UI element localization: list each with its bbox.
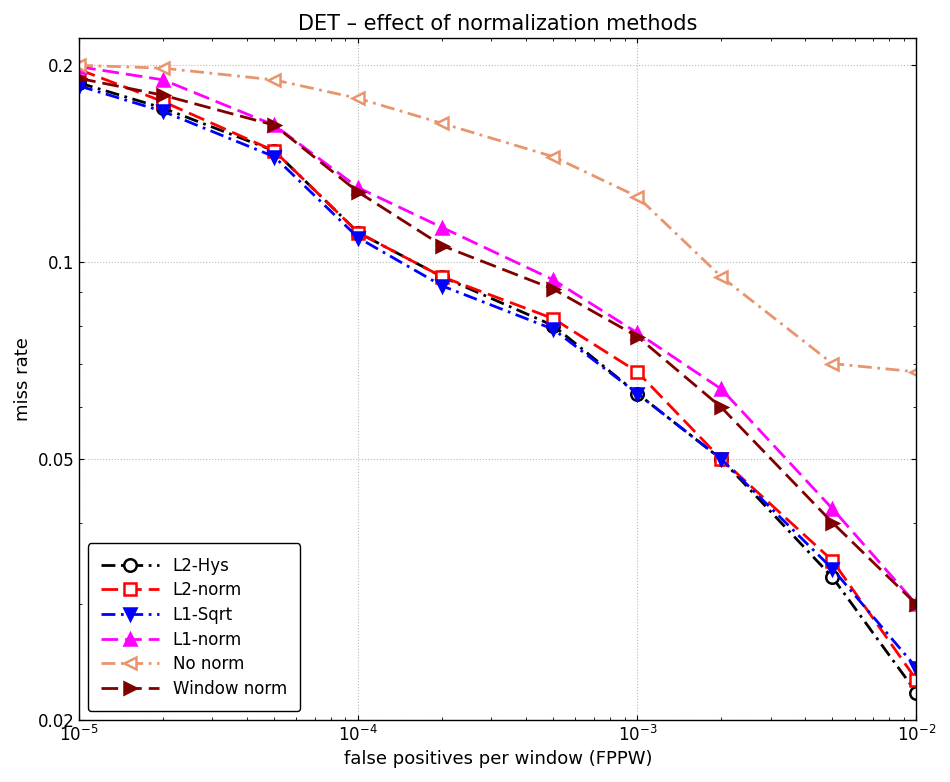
L2-norm <box>715 454 727 464</box>
Window norm <box>547 285 559 294</box>
L2-norm <box>73 65 85 74</box>
No norm <box>547 152 559 161</box>
L1-Sqrt <box>632 389 643 398</box>
L1-norm <box>269 120 280 130</box>
L2-norm <box>437 272 448 282</box>
L2-norm <box>158 97 169 106</box>
L1-Sqrt <box>715 454 727 464</box>
L1-norm <box>437 223 448 232</box>
L2-Hys <box>158 103 169 113</box>
L1-Sqrt <box>158 107 169 117</box>
Line: L1-Sqrt: L1-Sqrt <box>73 80 922 674</box>
L2-Hys <box>547 321 559 330</box>
Window norm <box>911 600 922 609</box>
L1-norm <box>158 75 169 84</box>
L2-Hys <box>437 272 448 282</box>
Legend: L2-Hys, L2-norm, L1-Sqrt, L1-norm, No norm, Window norm: L2-Hys, L2-norm, L1-Sqrt, L1-norm, No no… <box>87 543 300 712</box>
No norm <box>826 359 838 368</box>
No norm <box>158 63 169 73</box>
L2-Hys <box>632 389 643 398</box>
L2-norm <box>826 556 838 565</box>
L2-Hys <box>826 572 838 582</box>
No norm <box>632 192 643 201</box>
Window norm <box>158 91 169 100</box>
Window norm <box>352 188 364 197</box>
L2-norm <box>547 314 559 323</box>
No norm <box>269 75 280 84</box>
Window norm <box>826 518 838 527</box>
Window norm <box>632 332 643 341</box>
Window norm <box>437 241 448 250</box>
L2-Hys <box>73 78 85 88</box>
No norm <box>715 272 727 282</box>
L1-Sqrt <box>826 564 838 573</box>
L1-Sqrt <box>547 325 559 334</box>
Window norm <box>715 403 727 412</box>
L2-Hys <box>911 688 922 698</box>
No norm <box>437 119 448 128</box>
L2-norm <box>911 675 922 684</box>
Line: L2-Hys: L2-Hys <box>73 77 922 699</box>
L2-norm <box>352 228 364 237</box>
Line: No norm: No norm <box>73 59 922 378</box>
No norm <box>352 94 364 103</box>
L2-Hys <box>352 228 364 237</box>
L1-norm <box>547 275 559 285</box>
Y-axis label: miss rate: miss rate <box>14 337 32 421</box>
Line: L2-norm: L2-norm <box>73 63 922 686</box>
L1-norm <box>632 328 643 338</box>
L1-norm <box>352 183 364 192</box>
L2-Hys <box>269 146 280 156</box>
L1-norm <box>911 600 922 609</box>
L1-Sqrt <box>73 81 85 91</box>
Window norm <box>73 74 85 83</box>
L2-norm <box>269 146 280 156</box>
L1-Sqrt <box>437 282 448 291</box>
L1-Sqrt <box>269 152 280 161</box>
L1-Sqrt <box>352 233 364 242</box>
L2-norm <box>632 368 643 377</box>
Title: DET – effect of normalization methods: DET – effect of normalization methods <box>298 14 697 34</box>
Line: Window norm: Window norm <box>73 72 922 611</box>
No norm <box>911 368 922 377</box>
L1-norm <box>826 504 838 514</box>
L1-norm <box>715 385 727 394</box>
L2-Hys <box>715 454 727 464</box>
L1-norm <box>73 62 85 71</box>
Line: L1-norm: L1-norm <box>73 60 922 611</box>
X-axis label: false positives per window (FPPW): false positives per window (FPPW) <box>344 750 652 768</box>
No norm <box>73 61 85 70</box>
L1-Sqrt <box>911 663 922 673</box>
Window norm <box>269 120 280 130</box>
